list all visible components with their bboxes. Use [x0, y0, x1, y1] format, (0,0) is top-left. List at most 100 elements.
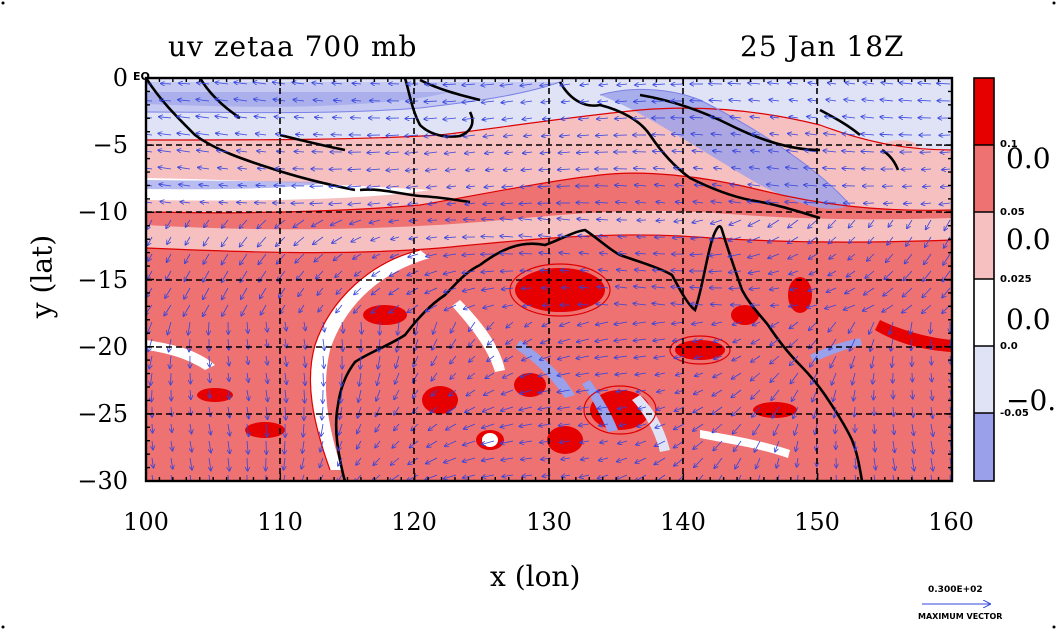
wind-vector — [294, 236, 305, 245]
wind-vector — [656, 202, 666, 203]
wind-vector — [785, 185, 799, 186]
wind-vector — [880, 134, 894, 135]
wind-vector — [340, 406, 343, 419]
wind-vector — [413, 355, 419, 367]
wind-vector — [323, 338, 324, 350]
wind-vector — [304, 321, 306, 330]
wind-vector — [523, 338, 533, 344]
wind-vector — [171, 440, 173, 451]
wind-vector — [377, 372, 381, 385]
wind-vector — [808, 288, 818, 291]
wind-vector — [790, 321, 799, 329]
wind-vector — [386, 135, 400, 136]
wind-vector — [577, 219, 590, 220]
wind-vector — [488, 338, 495, 345]
wind-vector — [341, 372, 342, 386]
wind-vector — [219, 185, 229, 186]
wind-vector — [335, 270, 343, 277]
wind-vector — [171, 423, 172, 432]
wind-vector — [881, 83, 894, 85]
wind-vector — [387, 186, 400, 188]
wind-vector — [884, 203, 894, 204]
wind-vector — [375, 423, 381, 432]
wind-vector — [397, 338, 400, 352]
wind-vector — [692, 322, 704, 324]
wind-vector — [855, 457, 856, 469]
wind-vector — [825, 304, 837, 309]
wind-vector — [562, 101, 571, 102]
max-vector-label: MAXIMUM VECTOR — [918, 612, 1003, 621]
wind-vector — [354, 304, 362, 313]
wind-vector — [599, 270, 609, 271]
wind-vector — [557, 373, 571, 376]
wind-vector — [519, 218, 533, 220]
wind-vector — [560, 84, 571, 86]
wind-vector — [315, 117, 324, 118]
wind-vector — [312, 219, 324, 227]
wind-vector — [467, 186, 476, 187]
wind-vector — [198, 167, 210, 169]
wind-vector — [656, 407, 666, 410]
x-tick-label: 150 — [794, 508, 840, 536]
wind-vector — [241, 304, 248, 316]
wind-vector — [320, 457, 324, 467]
wind-vector — [597, 118, 609, 119]
wind-vector — [749, 100, 761, 101]
wind-vector — [285, 389, 286, 402]
wind-vector — [332, 83, 343, 84]
wind-vector — [825, 116, 837, 118]
wind-vector — [293, 100, 305, 101]
wind-vector — [756, 457, 761, 469]
wind-vector — [693, 423, 704, 431]
wind-vector — [903, 287, 913, 297]
wind-vector — [237, 202, 248, 203]
wind-vector — [691, 304, 704, 305]
wind-vector — [615, 118, 628, 119]
wind-vector — [203, 270, 210, 282]
wind-vector — [292, 82, 305, 84]
wind-vector — [158, 167, 172, 169]
wind-vector — [655, 474, 666, 481]
wind-vector — [228, 406, 230, 418]
wind-vector — [673, 237, 685, 238]
wind-vector — [348, 169, 362, 170]
wind-vector — [310, 203, 324, 204]
wind-vector — [334, 100, 343, 101]
wind-vector — [368, 203, 381, 205]
wind-vector — [197, 83, 210, 84]
wind-vector — [752, 134, 761, 135]
wind-vector — [394, 423, 400, 430]
wind-vector — [562, 475, 571, 477]
wind-vector — [853, 389, 855, 401]
wind-vector — [428, 203, 438, 204]
wind-vector — [450, 355, 457, 364]
wind-vector — [880, 117, 894, 118]
wind-vector — [833, 389, 837, 401]
wind-vector — [540, 355, 552, 360]
wind-vector — [655, 440, 666, 446]
wind-vector — [616, 474, 628, 480]
wind-vector — [807, 117, 818, 119]
wind-vector — [411, 423, 419, 431]
wind-vector — [892, 355, 893, 367]
wind-vector — [218, 168, 229, 169]
wind-vector — [266, 423, 267, 437]
wind-vector — [828, 321, 837, 332]
x-tick-label: 130 — [526, 508, 572, 536]
wind-vector — [675, 474, 685, 481]
wind-vector — [165, 287, 172, 298]
wind-vector — [337, 474, 343, 481]
wind-vector — [771, 321, 780, 327]
wind-vector — [867, 253, 875, 261]
wind-vector — [469, 338, 476, 347]
wind-vector — [596, 322, 609, 325]
wind-vector — [849, 219, 856, 228]
wind-vector — [694, 168, 704, 169]
wind-vector — [600, 253, 609, 254]
wind-vector — [797, 474, 798, 481]
wind-vector — [615, 356, 628, 358]
wind-vector — [771, 117, 780, 118]
wind-vector — [167, 236, 172, 244]
wind-vector — [503, 372, 514, 378]
wind-vector — [823, 151, 837, 152]
